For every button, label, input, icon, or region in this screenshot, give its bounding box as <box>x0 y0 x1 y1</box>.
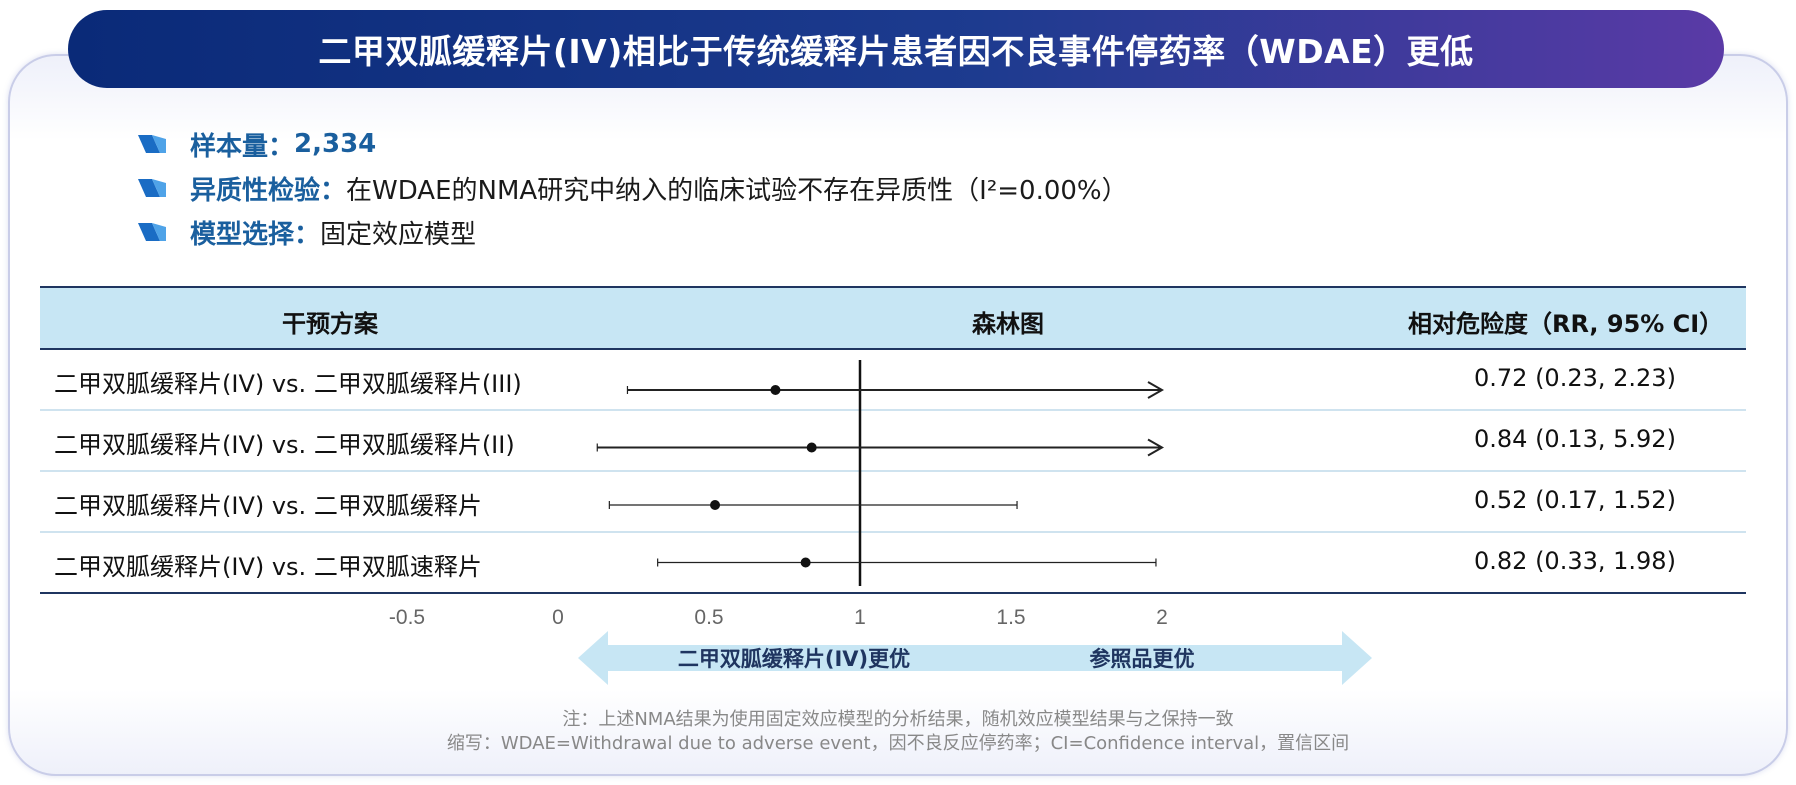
bullet-value: 2,334 <box>294 129 377 159</box>
bullet-sample-size: 样本量： 2,334 <box>138 122 1128 166</box>
table-row: 二甲双胍缓释片(IV) vs. 二甲双胍缓释片 0.52 (0.17, 1.52… <box>40 472 1746 533</box>
x-tick-label: 0 <box>552 606 564 629</box>
favor-right-label: 参照品更优 <box>1090 647 1195 671</box>
favor-left-label: 二甲双胍缓释片(IV)更优 <box>678 647 910 671</box>
bullet-model: 模型选择： 固定效应模型 <box>138 210 1128 254</box>
forest-plot: -0.5 0 0.5 1 1.5 2 二甲双胍缓释片(IV)更优 参照品更优 <box>389 360 1372 685</box>
x-tick-label: 1 <box>854 606 866 629</box>
header-rr: 相对危险度（RR, 95% CI） <box>1408 310 1724 338</box>
point-estimate <box>800 557 811 568</box>
point-estimate <box>710 500 721 510</box>
ci-arrow <box>1147 438 1165 457</box>
table-row: 二甲双胍缓释片(IV) vs. 二甲双胍缓释片(III) 0.72 (0.23,… <box>40 350 1746 411</box>
x-tick-label: 0.5 <box>694 606 723 629</box>
bullet-icon <box>138 223 166 241</box>
table-row: 二甲双胍缓释片(IV) vs. 二甲双胍缓释片(II) 0.84 (0.13, … <box>40 411 1746 472</box>
bullet-value: 固定效应模型 <box>320 219 477 250</box>
abbreviations: 缩写：WDAE=Withdrawal due to adverse event，… <box>446 733 1350 754</box>
bullet-key: 样本量： <box>190 131 295 162</box>
favor-arrow <box>578 631 1372 685</box>
page-title: 二甲双胍缓释片(IV)相比于传统缓释片患者因不良事件停药率（WDAE）更低 <box>68 10 1724 88</box>
row-label: 二甲双胍缓释片(IV) vs. 二甲双胍速释片 <box>54 553 482 581</box>
x-tick-label: -0.5 <box>389 606 425 629</box>
row-rr: 0.72 (0.23, 2.23) <box>1474 364 1676 392</box>
row-label: 二甲双胍缓释片(IV) vs. 二甲双胍缓释片(III) <box>54 370 522 398</box>
row-label: 二甲双胍缓释片(IV) vs. 二甲双胍缓释片(II) <box>54 431 515 459</box>
bullet-icon <box>138 135 166 153</box>
table-header: 干预方案 森林图 相对危险度（RR, 95% CI） <box>40 286 1746 350</box>
bullet-key: 异质性检验： <box>190 175 347 206</box>
results-table: 干预方案 森林图 相对危险度（RR, 95% CI） 二甲双胍缓释片(IV) v… <box>40 286 1746 594</box>
x-tick-label: 2 <box>1156 606 1168 629</box>
summary-bullets: 样本量： 2,334 异质性检验： 在WDAE的NMA研究中纳入的临床试验不存在… <box>138 122 1128 254</box>
row-label: 二甲双胍缓释片(IV) vs. 二甲双胍缓释片 <box>54 492 482 520</box>
point-estimate <box>770 385 781 395</box>
table-row: 二甲双胍缓释片(IV) vs. 二甲双胍速释片 0.82 (0.33, 1.98… <box>40 533 1746 594</box>
row-rr: 0.82 (0.33, 1.98) <box>1474 547 1676 575</box>
bullet-value: 在WDAE的NMA研究中纳入的临床试验不存在异质性（I²=0.00%） <box>346 175 1128 206</box>
header-intervention: 干预方案 <box>282 310 378 338</box>
ci-arrow <box>1147 381 1165 399</box>
point-estimate <box>806 442 817 453</box>
header-forest: 森林图 <box>972 310 1044 338</box>
bullet-icon <box>138 179 166 197</box>
row-rr: 0.84 (0.13, 5.92) <box>1474 425 1676 453</box>
row-rr: 0.52 (0.17, 1.52) <box>1474 486 1676 514</box>
x-tick-label: 1.5 <box>996 606 1025 629</box>
bullet-heterogeneity: 异质性检验： 在WDAE的NMA研究中纳入的临床试验不存在异质性（I²=0.00… <box>138 166 1128 210</box>
footnote: 注：上述NMA结果为使用固定效应模型的分析结果，随机效应模型结果与之保持一致 <box>562 709 1234 730</box>
bullet-key: 模型选择： <box>190 219 321 250</box>
